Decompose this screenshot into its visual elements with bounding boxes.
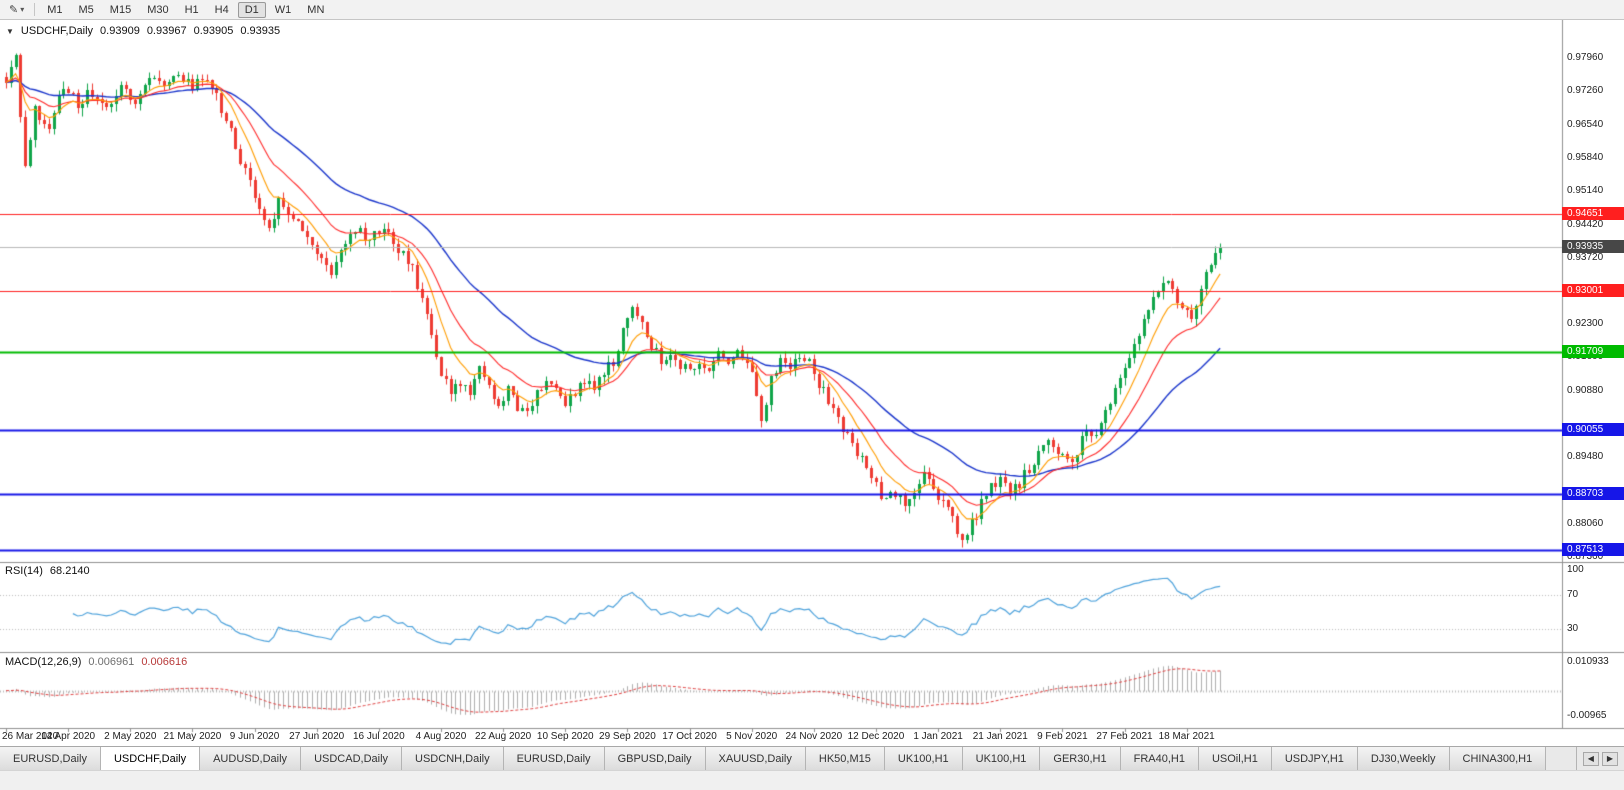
symbol-tab-14-usdjpy[interactable]: USDJPY,H1	[1271, 747, 1358, 770]
tabs-scroll-left-button[interactable]: ◀	[1582, 751, 1599, 766]
tab-scroll-controls: ◀ ▶	[1575, 747, 1624, 770]
symbol-tab-1-usdchf[interactable]: USDCHF,Daily	[100, 747, 201, 770]
symbol-tab-16-china300[interactable]: CHINA300,H1	[1449, 747, 1547, 770]
symbol-tab-4-usdcnh[interactable]: USDCNH,Daily	[402, 747, 504, 770]
status-strip	[0, 770, 1624, 790]
symbol-tabbar: EURUSD,Daily USDCHF,Daily AUDUSD,Daily USDC…	[0, 746, 1624, 770]
top-toolbar: ✎ ▾ M1 M5 M15 M30 H1 H4 D1 W1 MN	[0, 0, 1624, 20]
timeframe-button-m1[interactable]: M1	[47, 3, 63, 16]
timeframe-button-h1[interactable]: H1	[184, 3, 199, 16]
symbol-tab-3-usdcad[interactable]: USDCAD,Daily	[301, 747, 403, 770]
draw-tool-icon: ✎	[9, 4, 19, 16]
symbol-tab-8-hk50[interactable]: HK50,M15	[805, 747, 885, 770]
symbol-tab-15-dj30[interactable]: DJ30,Weekly	[1357, 747, 1450, 770]
timeframe-group: M1 M5 M15 M30 H1 H4 D1 W1 MN	[40, 1, 331, 18]
chart-canvas[interactable]	[0, 20, 1624, 746]
symbol-tab-2-audusd[interactable]: AUDUSD,Daily	[200, 747, 302, 770]
symbol-tabs: EURUSD,Daily USDCHF,Daily AUDUSD,Daily USDC…	[0, 747, 1576, 770]
symbol-tab-13-usoil[interactable]: USOil,H1	[1198, 747, 1272, 770]
timeframe-button-mn[interactable]: MN	[307, 3, 325, 16]
toolbar-separator	[34, 3, 36, 16]
chart-area: ▼ USDCHF,Daily 0.93909 0.93967 0.93905 0…	[0, 20, 1624, 746]
timeframe-button-w1[interactable]: W1	[274, 3, 292, 16]
symbol-tab-6-gbpusd[interactable]: GBPUSD,Daily	[604, 747, 706, 770]
symbol-tab-12-fra40[interactable]: FRA40,H1	[1120, 747, 1199, 770]
symbol-tab-11-ger30[interactable]: GER30,H1	[1040, 747, 1121, 770]
chart-tool-dropdown[interactable]: ✎ ▾	[4, 3, 29, 16]
symbol-tab-0-eurusd[interactable]: EURUSD,Daily	[0, 747, 101, 770]
timeframe-button-m30[interactable]: M30	[147, 3, 169, 16]
timeframe-button-m5[interactable]: M5	[78, 3, 94, 16]
symbol-tab-5-eurusd[interactable]: EURUSD,Daily	[503, 747, 605, 770]
timeframe-button-h4[interactable]: H4	[214, 3, 229, 16]
symbol-tab-7-xauusd[interactable]: XAUUSD,Daily	[705, 747, 806, 770]
chevron-down-icon: ▾	[20, 5, 25, 14]
timeframe-button-d1[interactable]: D1	[237, 1, 266, 18]
timeframe-button-m15[interactable]: M15	[109, 3, 132, 16]
tabs-scroll-right-button[interactable]: ▶	[1601, 751, 1618, 766]
symbol-tab-10-uk100[interactable]: UK100,H1	[962, 747, 1041, 770]
symbol-tab-9-uk100[interactable]: UK100,H1	[884, 747, 963, 770]
